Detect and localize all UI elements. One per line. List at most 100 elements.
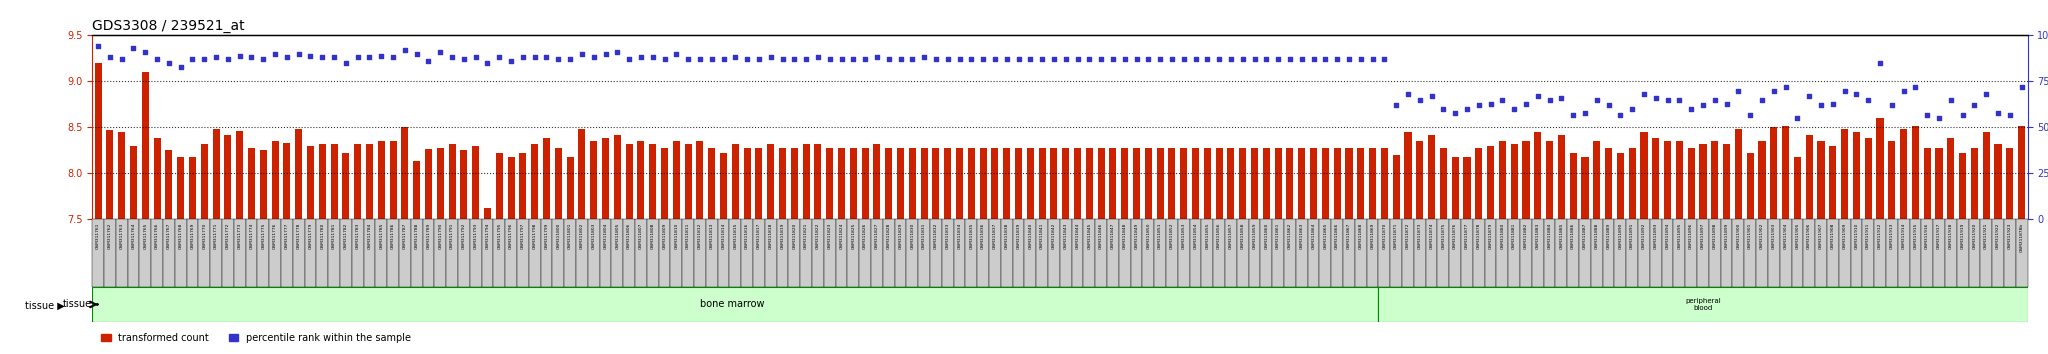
Point	[518, 55, 551, 60]
Bar	[1755, 219, 1767, 287]
Text: GSM311909: GSM311909	[1843, 223, 1847, 249]
Text: GSM311901: GSM311901	[1749, 223, 1753, 249]
Point	[1155, 57, 1188, 62]
Bar	[670, 219, 682, 287]
Point	[1569, 110, 1602, 115]
Bar	[1239, 148, 1247, 219]
Text: GSM311911: GSM311911	[1866, 223, 1870, 249]
Text: GSM311850: GSM311850	[1147, 223, 1151, 249]
Text: GSM311874: GSM311874	[1430, 223, 1434, 249]
Bar	[1507, 219, 1520, 287]
Bar	[969, 148, 975, 219]
Bar	[176, 157, 184, 219]
Bar	[1311, 148, 1317, 219]
Bar	[944, 148, 950, 219]
Point	[1534, 97, 1567, 103]
Bar	[1804, 219, 1815, 287]
Bar	[469, 219, 481, 287]
Point	[743, 57, 776, 62]
Text: GSM311865: GSM311865	[1323, 223, 1327, 249]
Bar	[1628, 148, 1636, 219]
Text: GSM311761: GSM311761	[96, 223, 100, 249]
Text: GSM311764: GSM311764	[131, 223, 135, 249]
Point	[1143, 57, 1176, 62]
Bar	[1946, 219, 1956, 287]
Bar	[520, 153, 526, 219]
Point	[1804, 103, 1837, 108]
Text: GSM311788: GSM311788	[414, 223, 418, 249]
Point	[365, 53, 397, 58]
Text: GSM311897: GSM311897	[1702, 223, 1706, 249]
Bar	[1346, 148, 1352, 219]
Bar	[377, 141, 385, 219]
Bar	[1427, 135, 1436, 219]
Point	[1544, 95, 1577, 101]
Text: GSM311837: GSM311837	[993, 223, 997, 249]
Text: GSM311814: GSM311814	[721, 223, 725, 249]
Point	[1663, 97, 1696, 103]
Bar	[424, 149, 432, 219]
Text: GSM311771: GSM311771	[215, 223, 217, 249]
Text: GSM311822: GSM311822	[815, 223, 819, 249]
Text: bone marrow: bone marrow	[700, 299, 764, 309]
Point	[1970, 91, 2003, 97]
Bar	[1343, 219, 1356, 287]
Bar	[1487, 146, 1495, 219]
Text: GSM311907: GSM311907	[1819, 223, 1823, 249]
Point	[766, 57, 799, 62]
Bar	[1993, 219, 2003, 287]
Bar	[1073, 148, 1081, 219]
Bar	[1309, 219, 1319, 287]
Point	[979, 57, 1012, 62]
Text: GSM311799: GSM311799	[545, 223, 549, 249]
Point	[907, 55, 940, 60]
Bar	[553, 219, 563, 287]
Bar	[293, 219, 305, 287]
Text: GSM311922: GSM311922	[1997, 223, 2001, 249]
Bar	[776, 219, 788, 287]
Bar	[637, 141, 645, 219]
Bar	[977, 219, 989, 287]
Text: GSM311912: GSM311912	[1878, 223, 1882, 249]
Point	[1450, 106, 1483, 112]
Text: GSM311859: GSM311859	[1253, 223, 1257, 249]
Text: GSM311783: GSM311783	[356, 223, 360, 249]
Bar	[352, 219, 365, 287]
Bar	[436, 148, 444, 219]
Text: GSM311831: GSM311831	[922, 223, 926, 249]
Point	[590, 51, 623, 57]
Bar	[1792, 219, 1804, 287]
Point	[1935, 97, 1968, 103]
Bar	[281, 219, 293, 287]
Bar	[1368, 148, 1376, 219]
Text: GSM311886: GSM311886	[1571, 223, 1575, 249]
Bar	[1935, 148, 1944, 219]
Text: GSM311856: GSM311856	[1217, 223, 1221, 249]
Bar	[1626, 219, 1638, 287]
Bar	[94, 63, 102, 219]
Bar	[434, 219, 446, 287]
Bar	[729, 219, 741, 287]
Point	[1440, 110, 1473, 115]
Text: GSM311913: GSM311913	[1890, 223, 1894, 249]
Bar	[885, 148, 893, 219]
Point	[164, 64, 197, 69]
Point	[377, 55, 410, 60]
Point	[317, 55, 350, 60]
Text: GSM311855: GSM311855	[1206, 223, 1210, 250]
Bar	[801, 219, 811, 287]
Point	[1911, 112, 1944, 118]
Bar	[1901, 129, 1907, 219]
Bar	[778, 148, 786, 219]
Bar	[1321, 148, 1329, 219]
Bar	[555, 148, 561, 219]
Bar	[1546, 141, 1552, 219]
Text: GSM311829: GSM311829	[899, 223, 903, 249]
Text: GSM311898: GSM311898	[1712, 223, 1716, 249]
Point	[1829, 88, 1862, 93]
Bar	[1110, 148, 1116, 219]
Text: GSM311904: GSM311904	[1784, 223, 1788, 249]
Bar	[283, 143, 291, 219]
Bar	[459, 219, 469, 287]
Bar	[1497, 219, 1507, 287]
